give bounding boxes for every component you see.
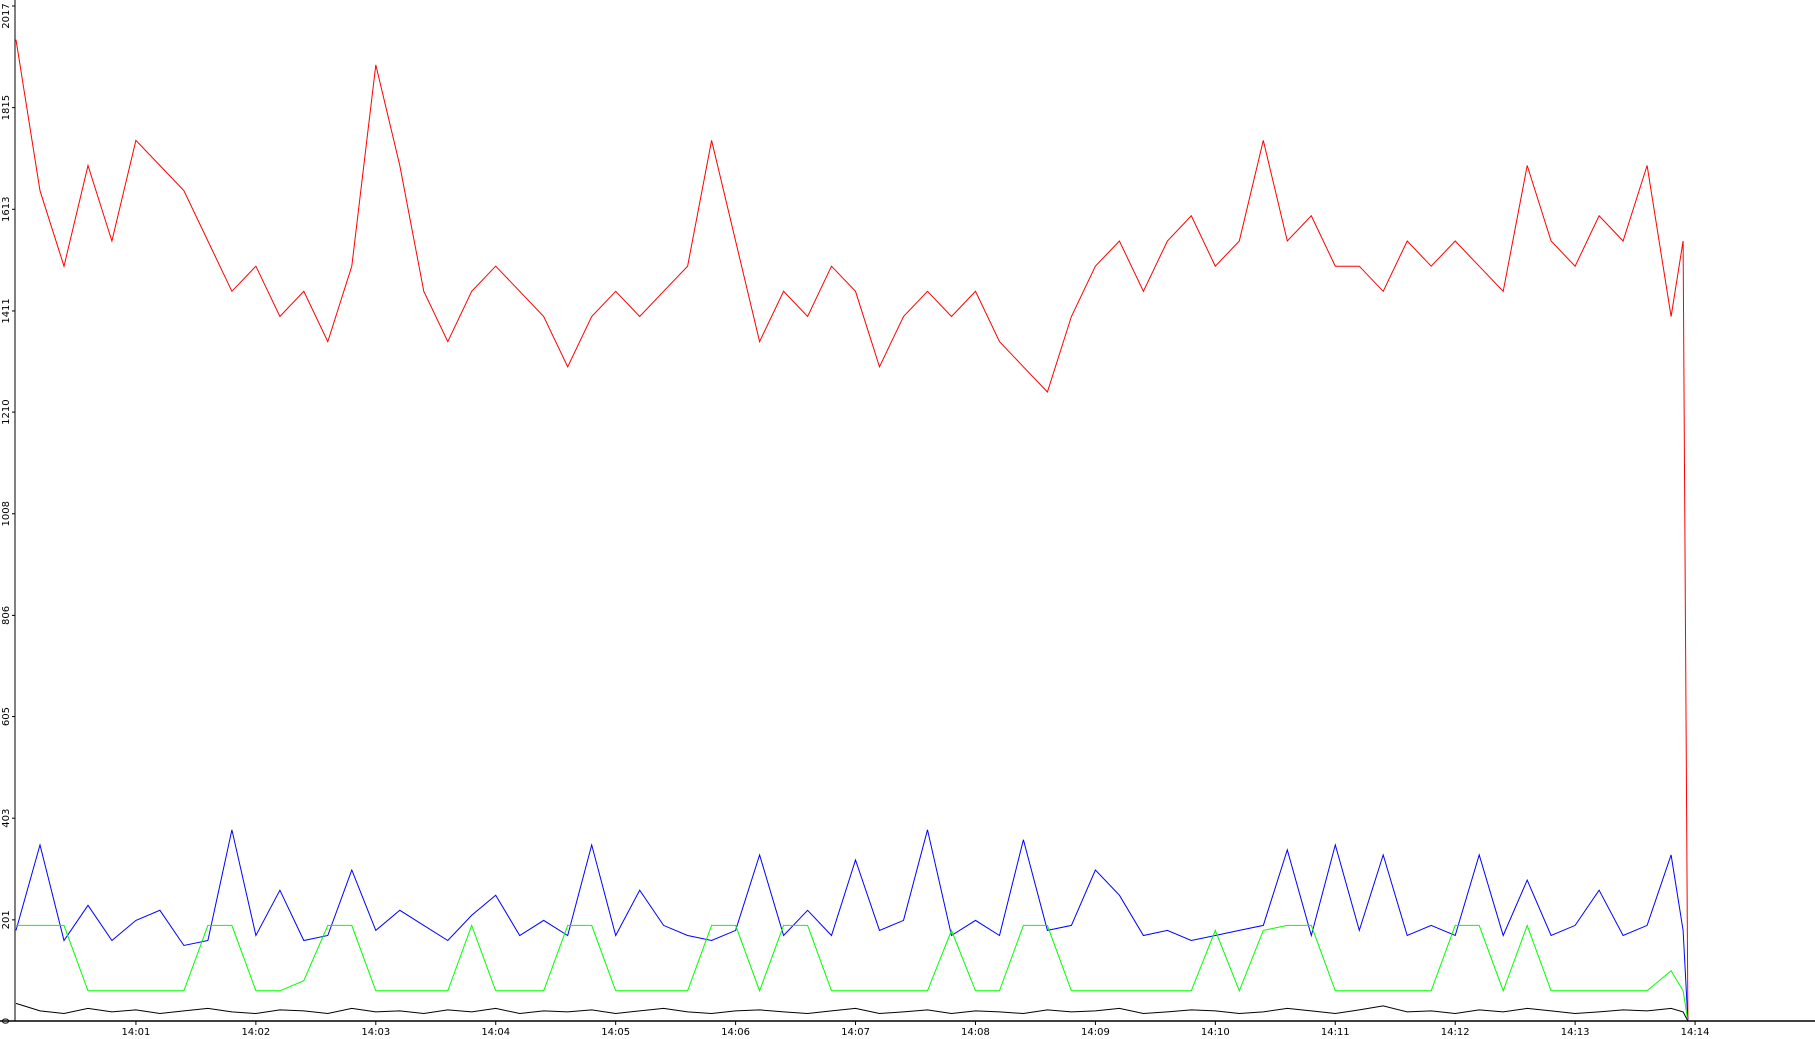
y-tick-label: 1411 [1,298,12,323]
x-tick-label: 14:01 [122,1027,151,1038]
x-tick-label: 14:09 [1081,1027,1110,1038]
x-tick-label: 14:11 [1321,1027,1350,1038]
y-tick-label: 1815 [1,95,12,120]
series-line [15,39,1689,1022]
y-tick-label: 1613 [1,197,12,222]
x-tick-label: 14:03 [361,1027,390,1038]
series-line [15,1002,1689,1022]
y-tick-label: 1210 [1,399,12,424]
x-tick-label: 14:12 [1441,1027,1470,1038]
x-tick-label: 14:05 [601,1027,630,1038]
y-tick-label: 403 [1,809,12,828]
series-line [15,829,1689,1022]
y-tick-label: 201 [1,910,12,929]
x-tick-label: 14:08 [961,1027,990,1038]
y-tick-label: 2017 [1,3,12,28]
x-tick-label: 14:02 [241,1027,270,1038]
x-tick-label: 14:07 [841,1027,870,1038]
x-tick-label: 14:14 [1681,1027,1710,1038]
x-tick-label: 14:06 [721,1027,750,1038]
y-tick-label: 806 [1,606,12,625]
y-tick-label: 605 [1,707,12,726]
series-line [16,923,1689,1022]
x-tick-label: 14:13 [1561,1027,1590,1038]
y-tick-label: 1008 [1,501,12,526]
x-tick-label: 14:04 [481,1027,510,1038]
x-tick-label: 14:10 [1201,1027,1230,1038]
